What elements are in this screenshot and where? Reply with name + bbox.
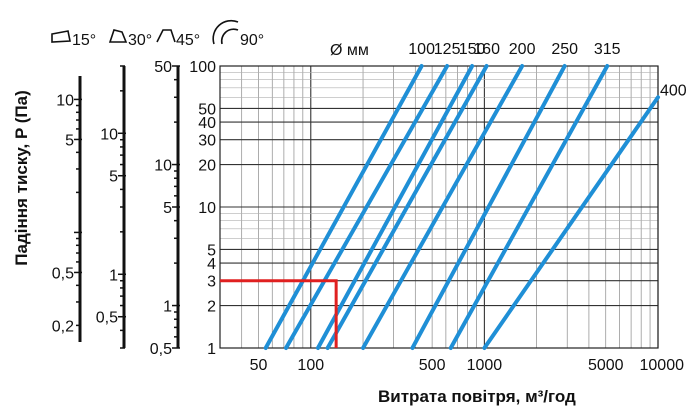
x-tick-labels: 50 100 500 1000 5000 10000	[250, 357, 684, 374]
y-tick-label: 50	[198, 101, 216, 118]
bend-axis-tick-label: 10	[154, 158, 172, 175]
x-tick-label: 5000	[588, 357, 624, 374]
y-tick-label: 20	[198, 158, 216, 175]
y-tick-label: 100	[189, 59, 216, 76]
y-tick-label: 10	[198, 200, 216, 217]
series-line-200	[361, 64, 525, 350]
series-label-400: 400	[660, 82, 687, 99]
series-label-150: 150	[459, 41, 486, 58]
y-tick-label: 1	[207, 341, 216, 358]
series-line-125	[284, 64, 450, 350]
bend-axis-tick-label: 1	[163, 299, 172, 316]
grid	[219, 65, 659, 349]
x-tick-label: 500	[419, 357, 446, 374]
y-tick-label: 3	[207, 274, 216, 291]
x-tick-label: 50	[250, 357, 268, 374]
series-label-160: 160	[473, 41, 500, 58]
example-path-line	[220, 279, 338, 348]
series-line-160	[325, 64, 489, 350]
secondary-axes: 10 5 0,5 0,2 10 5 1 0,5 50 10 5 1 0,5	[52, 59, 180, 358]
bend-axis-tick-label: 1	[109, 267, 118, 284]
bend-legend-label: 30°	[128, 32, 152, 49]
y-tick-label: 30	[198, 133, 216, 150]
y-tick-label: 5	[207, 242, 216, 259]
bend-axis-tick-label: 10	[56, 92, 74, 109]
x-tick-label: 100	[297, 357, 324, 374]
y-tick-label: 2	[207, 299, 216, 316]
bend-axis-tick-label: 5	[109, 169, 118, 186]
diameter-header: Ø мм	[330, 42, 369, 59]
bend-30-icon	[108, 29, 128, 43]
series-line-150	[315, 64, 475, 350]
series-label-315: 315	[594, 41, 621, 58]
bend-axis-tick-label: 5	[163, 200, 172, 217]
bend-axis-tick-label: 0,2	[52, 318, 74, 335]
x-tick-label: 1000	[467, 357, 503, 374]
series-line-100	[263, 64, 424, 350]
x-tick-label: 10000	[640, 357, 685, 374]
y-tick-label: 4	[207, 256, 216, 273]
bend-90-icon	[212, 19, 239, 45]
bend-legend-label: 15°	[72, 32, 96, 49]
bend-axis-tick-label: 5	[65, 132, 74, 149]
series-line-315	[448, 64, 610, 350]
series-label-250: 250	[551, 41, 578, 58]
bend-legend-label: 90°	[240, 32, 264, 49]
bend-15-icon	[51, 30, 71, 43]
bend-axis-tick-label: 0,5	[52, 265, 74, 282]
plot-frame	[219, 65, 659, 349]
series-lines	[263, 64, 660, 350]
series-label-125: 125	[434, 41, 461, 58]
series-line-250	[410, 64, 567, 350]
series-label-100: 100	[408, 41, 435, 58]
bend-45-icon	[156, 29, 176, 43]
bend-legend-label: 45°	[176, 32, 200, 49]
example-path	[220, 279, 338, 348]
series-label-200: 200	[509, 41, 536, 58]
series-line-400	[482, 95, 660, 350]
bend-axis-tick-label: 50	[154, 59, 172, 76]
x-axis-label: Витрата повітря, м³/год	[378, 387, 576, 406]
y-tick-label: 40	[198, 115, 216, 132]
bend-axis-tick-label: 0,5	[150, 341, 172, 358]
bend-axis-tick-label: 0,5	[96, 310, 118, 327]
bend-axis-tick-label: 10	[100, 126, 118, 143]
bend-legend: 15° 30° 45° 90°	[51, 19, 264, 49]
y-axis-label: Падіння тиску, P (Па)	[12, 90, 31, 265]
